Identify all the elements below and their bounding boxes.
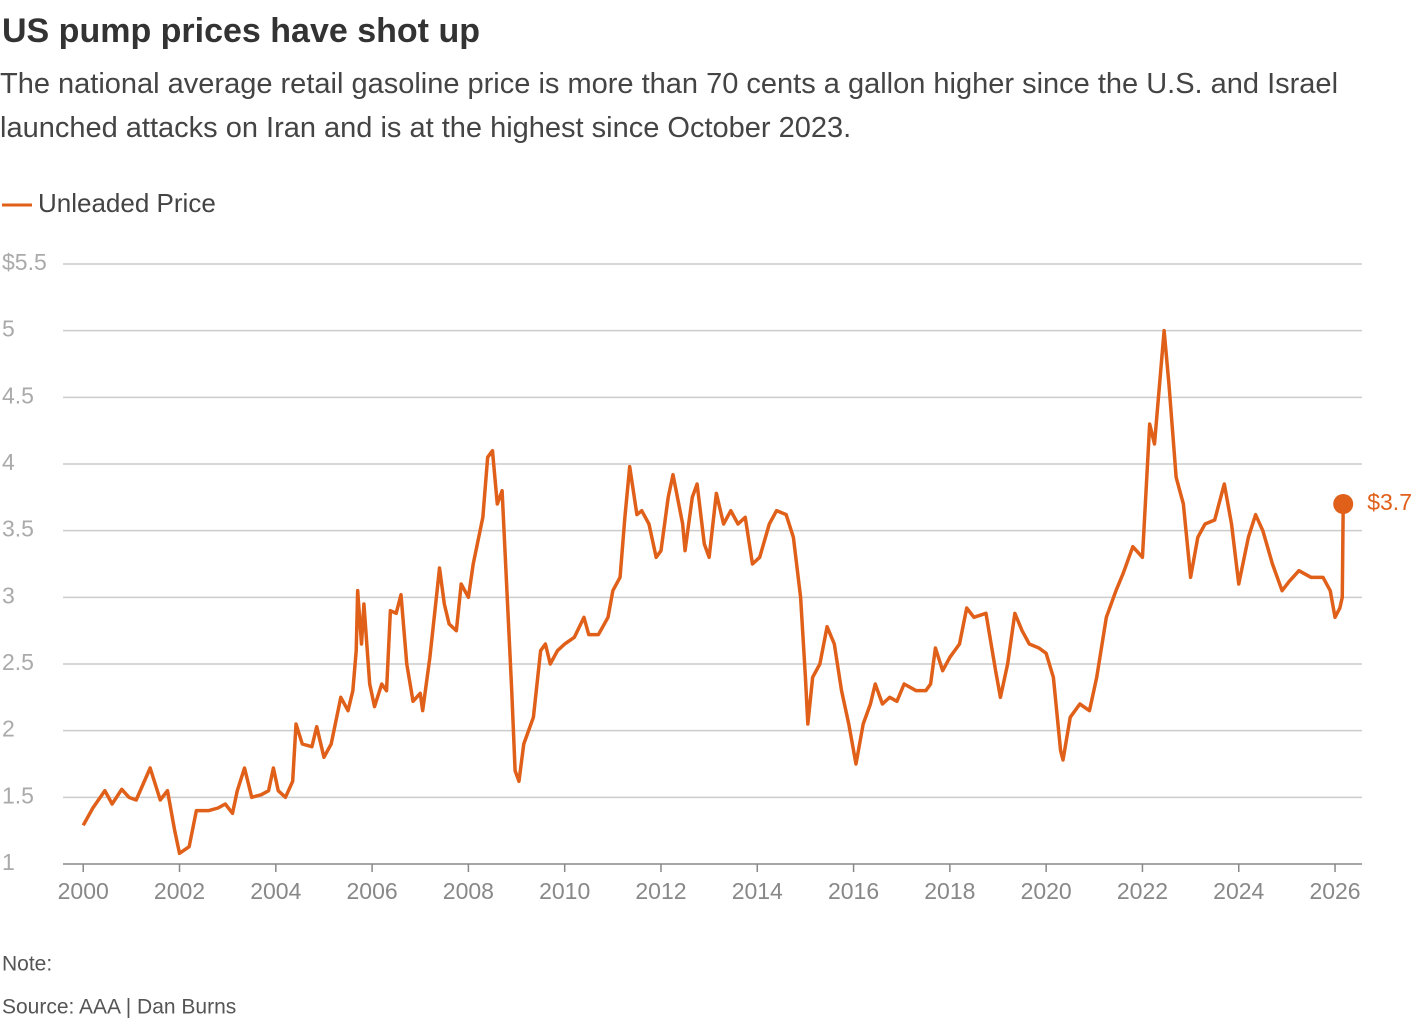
chart-title: US pump prices have shot up	[2, 12, 480, 50]
x-tick-label: 2022	[1117, 878, 1168, 904]
x-tick-label: 2000	[58, 878, 109, 904]
x-tick-label: 2004	[250, 878, 301, 904]
source: Source: AAA | Dan Burns	[2, 996, 236, 1019]
y-tick-label: 5	[2, 316, 15, 342]
x-tick-label: 2026	[1309, 878, 1360, 904]
subtitle-box: The national average retail gasoline pri…	[0, 68, 1339, 144]
price-line	[81, 328, 1345, 856]
legend-label: Unleaded Price	[38, 188, 216, 218]
y-tick-label: 4.5	[2, 382, 34, 408]
x-tick-label: 2024	[1213, 878, 1264, 904]
y-tick-label: 4	[2, 449, 15, 475]
y-tick-label: $5.5	[2, 249, 47, 275]
y-tick-label: 3.5	[2, 516, 34, 542]
x-tick-label: 2016	[828, 878, 879, 904]
end-dot	[1333, 494, 1354, 514]
end-label: $3.7	[1367, 489, 1412, 515]
y-tick-label: 2.5	[2, 649, 34, 675]
x-tick-label: 2018	[924, 878, 975, 904]
x-tick-label: 2014	[732, 878, 783, 904]
note: Note:	[2, 953, 52, 976]
y-tick-label: 1.5	[2, 782, 34, 808]
x-tick-label: 2020	[1021, 878, 1072, 904]
chart-subtitle: The national average retail gasoline pri…	[0, 68, 1339, 144]
x-tick-label: 2006	[347, 878, 398, 904]
x-tick-label: 2008	[443, 878, 494, 904]
x-tick-label: 2010	[539, 878, 590, 904]
y-tick-label: 3	[2, 582, 15, 608]
y-tick-label: 2	[2, 716, 15, 742]
x-tick-label: 2012	[635, 878, 686, 904]
x-tick-label: 2002	[154, 878, 205, 904]
y-tick-label: 1	[2, 849, 15, 875]
